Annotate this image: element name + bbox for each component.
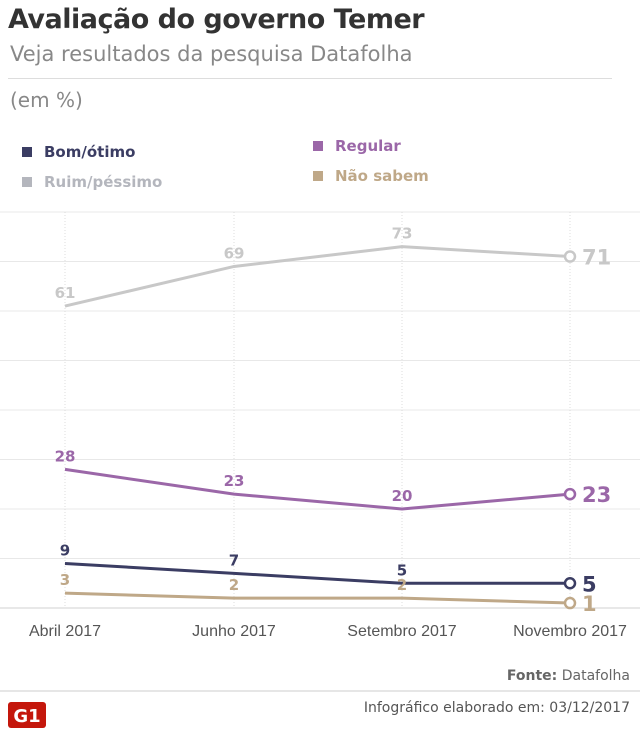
data-label: 20 xyxy=(392,487,413,505)
source-label: Fonte: xyxy=(506,668,558,684)
source-note: Fonte: Datafolha xyxy=(507,668,630,684)
legend-label: Ruim/péssimo xyxy=(44,173,163,191)
legend-swatch xyxy=(22,147,32,157)
data-label: 69 xyxy=(224,244,245,262)
data-label: 9 xyxy=(60,541,70,559)
data-label: 7 xyxy=(229,551,239,569)
svg-text:G1: G1 xyxy=(13,706,40,727)
end-marker xyxy=(563,487,577,501)
end-marker xyxy=(563,596,577,610)
legend-ruim-pessimo: Ruim/péssimo xyxy=(22,173,162,191)
data-label: 1 xyxy=(582,592,597,616)
data-label: 2 xyxy=(397,576,407,594)
data-label: 3 xyxy=(60,571,70,589)
data-label: 2 xyxy=(229,576,239,594)
x-tick-label: Setembro 2017 xyxy=(347,623,457,640)
divider xyxy=(8,78,612,79)
legend-label: Não sabem xyxy=(335,167,429,185)
legend-bom-otimo: Bom/ótimo xyxy=(22,143,135,161)
data-label: 23 xyxy=(224,472,245,490)
legend-label: Bom/ótimo xyxy=(44,143,136,161)
g1-logo: G1 xyxy=(8,702,46,732)
unit-label: (em %) xyxy=(10,88,83,112)
data-label: 5 xyxy=(397,561,407,579)
series-line-3 xyxy=(64,591,571,605)
chart-subtitle: Veja resultados da pesquisa Datafolha xyxy=(10,42,413,66)
x-tick-label: Abril 2017 xyxy=(29,623,101,640)
series-line-2 xyxy=(64,467,571,511)
series-line-1 xyxy=(64,245,571,308)
data-label: 73 xyxy=(392,225,413,243)
credit-note: Infográfico elaborado em: 03/12/2017 xyxy=(363,700,630,716)
data-label: 5 xyxy=(582,572,597,596)
end-marker xyxy=(563,250,577,263)
chart-title: Avaliação do governo Temer xyxy=(8,4,425,35)
x-tick-label: Junho 2017 xyxy=(192,623,276,640)
line-chart: Abril 2017 Junho 2017 Setembro 2017 Novembr… xyxy=(0,211,640,640)
x-tick-label: Novembro 2017 xyxy=(513,623,627,640)
legend-nao-sabem: Não sabem xyxy=(313,167,429,185)
legend-swatch xyxy=(313,171,323,181)
legend-swatch xyxy=(22,177,32,187)
source-value: Datafolha xyxy=(561,668,630,684)
legend-label: Regular xyxy=(335,137,401,155)
data-label: 71 xyxy=(582,246,611,270)
footer-divider xyxy=(0,690,640,692)
end-marker xyxy=(563,577,577,590)
data-label: 23 xyxy=(582,483,611,507)
series-line-0 xyxy=(64,561,570,585)
legend-regular: Regular xyxy=(313,137,401,155)
data-label: 61 xyxy=(55,284,76,302)
legend-swatch xyxy=(313,141,323,151)
data-label: 28 xyxy=(55,447,76,465)
